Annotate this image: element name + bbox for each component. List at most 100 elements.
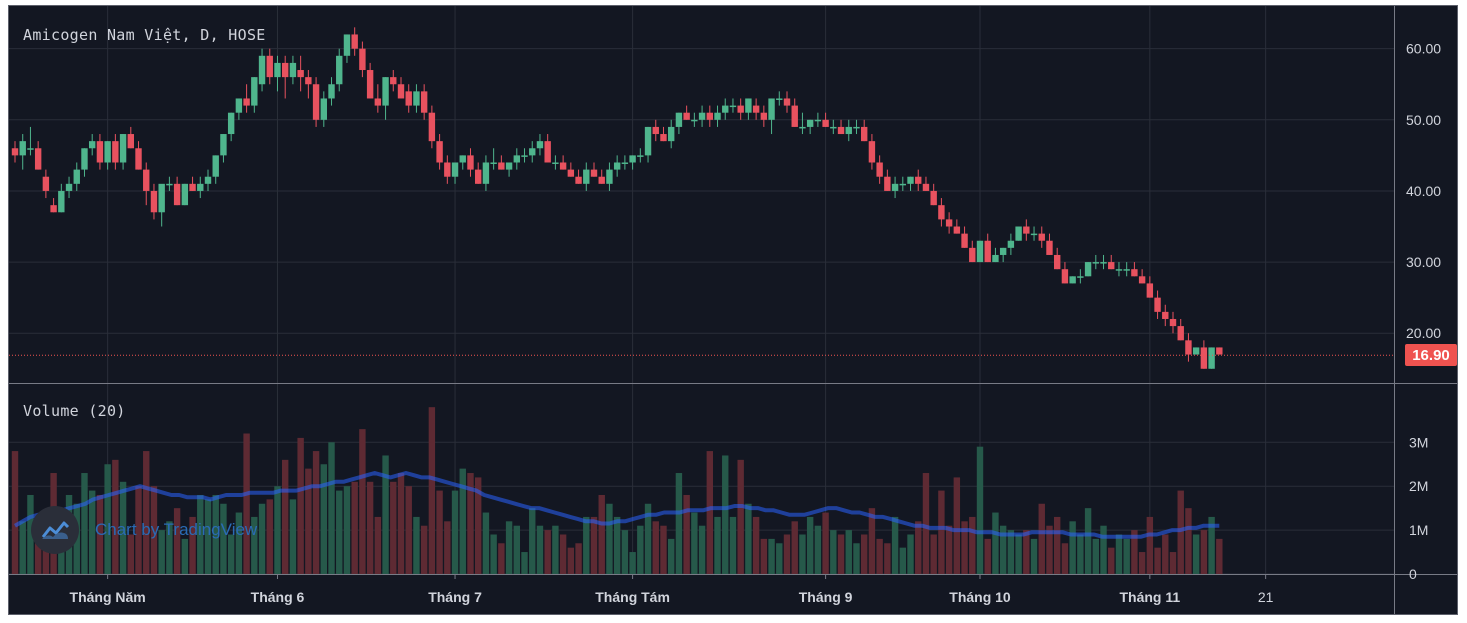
- volume-bar: [19, 521, 26, 574]
- candle-body: [884, 176, 891, 191]
- candle-body: [1131, 269, 1138, 277]
- volume-bar: [475, 477, 482, 574]
- volume-bar: [938, 490, 945, 574]
- candle-body: [1108, 262, 1115, 270]
- volume-bar: [930, 534, 937, 574]
- candle-body: [266, 55, 273, 78]
- volume-bar: [1192, 534, 1200, 574]
- time-tick-label: Tháng 6: [251, 589, 305, 605]
- volume-tick-label: 1M: [1409, 522, 1428, 538]
- volume-bar: [706, 451, 713, 574]
- candle-body: [428, 112, 436, 142]
- candle-body: [467, 155, 474, 170]
- candle-body: [1154, 297, 1161, 312]
- volume-bar: [745, 503, 752, 574]
- time-tick-label: Tháng 10: [949, 589, 1011, 605]
- volume-bar: [312, 451, 320, 574]
- candle-body: [698, 112, 706, 120]
- candle-body: [776, 98, 783, 100]
- candle-body: [868, 141, 876, 163]
- candle-body: [1023, 226, 1030, 234]
- volume-bar: [590, 516, 598, 574]
- candle-body: [729, 105, 737, 108]
- candle-body: [760, 112, 768, 120]
- tradingview-logo-icon: [31, 506, 79, 554]
- candle-body: [536, 141, 544, 149]
- candle-body: [1030, 233, 1038, 236]
- volume-bar: [436, 490, 443, 574]
- candle-body: [1162, 311, 1169, 319]
- volume-bar: [868, 508, 876, 574]
- volume-bar: [629, 552, 636, 574]
- volume-bar: [884, 543, 891, 574]
- volume-bar: [1054, 516, 1061, 574]
- candle-body: [1208, 347, 1215, 369]
- volume-bar: [544, 530, 551, 574]
- candle-body: [65, 183, 73, 191]
- volume-bar: [992, 512, 999, 574]
- volume-bar: [567, 547, 575, 574]
- candle-body: [529, 148, 536, 156]
- volume-bar: [420, 525, 428, 574]
- volume-bar: [861, 534, 868, 574]
- candle-body: [853, 126, 860, 129]
- candle-body: [1061, 269, 1069, 284]
- volume-bar: [235, 512, 243, 574]
- candle-body: [204, 176, 212, 184]
- tradingview-watermark-text: Chart by TradingView: [95, 520, 258, 539]
- candle-body: [444, 162, 451, 177]
- volume-bar: [606, 503, 613, 574]
- candle-body: [312, 84, 320, 120]
- tradingview-watermark[interactable]: Chart by TradingView: [31, 506, 257, 554]
- volume-bar: [1084, 508, 1092, 574]
- candle-body: [328, 84, 335, 99]
- candle-body: [822, 119, 829, 127]
- candle-body: [806, 119, 814, 127]
- volume-bar: [397, 473, 405, 574]
- candle-body: [127, 134, 134, 149]
- volume-bar: [806, 516, 814, 574]
- volume-bar: [1108, 547, 1115, 574]
- volume-bar: [915, 521, 922, 574]
- volume-bar: [336, 490, 343, 574]
- volume-bar: [11, 451, 19, 574]
- candle-body: [575, 176, 582, 184]
- candle-body: [50, 205, 57, 213]
- candle-body: [1200, 347, 1208, 369]
- candle-body: [112, 141, 119, 163]
- volume-bar: [1115, 534, 1123, 574]
- volume-bar: [799, 534, 806, 574]
- volume-bar: [227, 534, 235, 574]
- volume-bar: [1069, 521, 1076, 574]
- candle-body: [891, 183, 899, 191]
- volume-bar: [1023, 530, 1030, 574]
- candle-body: [1115, 269, 1123, 271]
- volume-bar: [830, 530, 837, 574]
- candle-body: [915, 176, 922, 184]
- volume-bar: [189, 516, 196, 574]
- candle-body: [598, 176, 605, 184]
- candle-body: [119, 134, 127, 163]
- candle-body: [783, 98, 791, 106]
- volume-bar: [505, 521, 513, 574]
- candle-body: [89, 141, 96, 149]
- candle-body: [482, 162, 490, 184]
- volume-bar: [529, 508, 536, 574]
- candle-body: [984, 240, 991, 263]
- candle-body: [1084, 262, 1092, 277]
- volume-bar: [282, 459, 289, 574]
- candle-body: [930, 190, 937, 206]
- time-tick-label: Tháng 11: [1119, 589, 1180, 605]
- candle-body: [992, 254, 999, 263]
- volume-bar: [266, 499, 273, 574]
- volume-legend-text: Volume (20): [23, 402, 126, 420]
- volume-bar: [1208, 516, 1215, 574]
- candle-body: [297, 70, 304, 78]
- volume-bar: [173, 508, 181, 574]
- time-tick-label: Tháng 7: [428, 589, 482, 605]
- volume-bar: [1146, 516, 1154, 574]
- candle-body: [498, 162, 505, 170]
- candle-body: [490, 162, 497, 164]
- volume-bar: [1216, 538, 1223, 574]
- volume-bar: [1015, 534, 1022, 574]
